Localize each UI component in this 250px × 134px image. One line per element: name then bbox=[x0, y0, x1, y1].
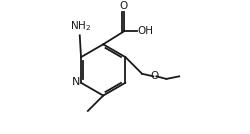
Text: NH$_2$: NH$_2$ bbox=[70, 20, 92, 33]
Text: O: O bbox=[151, 71, 159, 81]
Text: OH: OH bbox=[137, 27, 153, 36]
Text: O: O bbox=[120, 1, 128, 11]
Text: N: N bbox=[72, 77, 80, 87]
